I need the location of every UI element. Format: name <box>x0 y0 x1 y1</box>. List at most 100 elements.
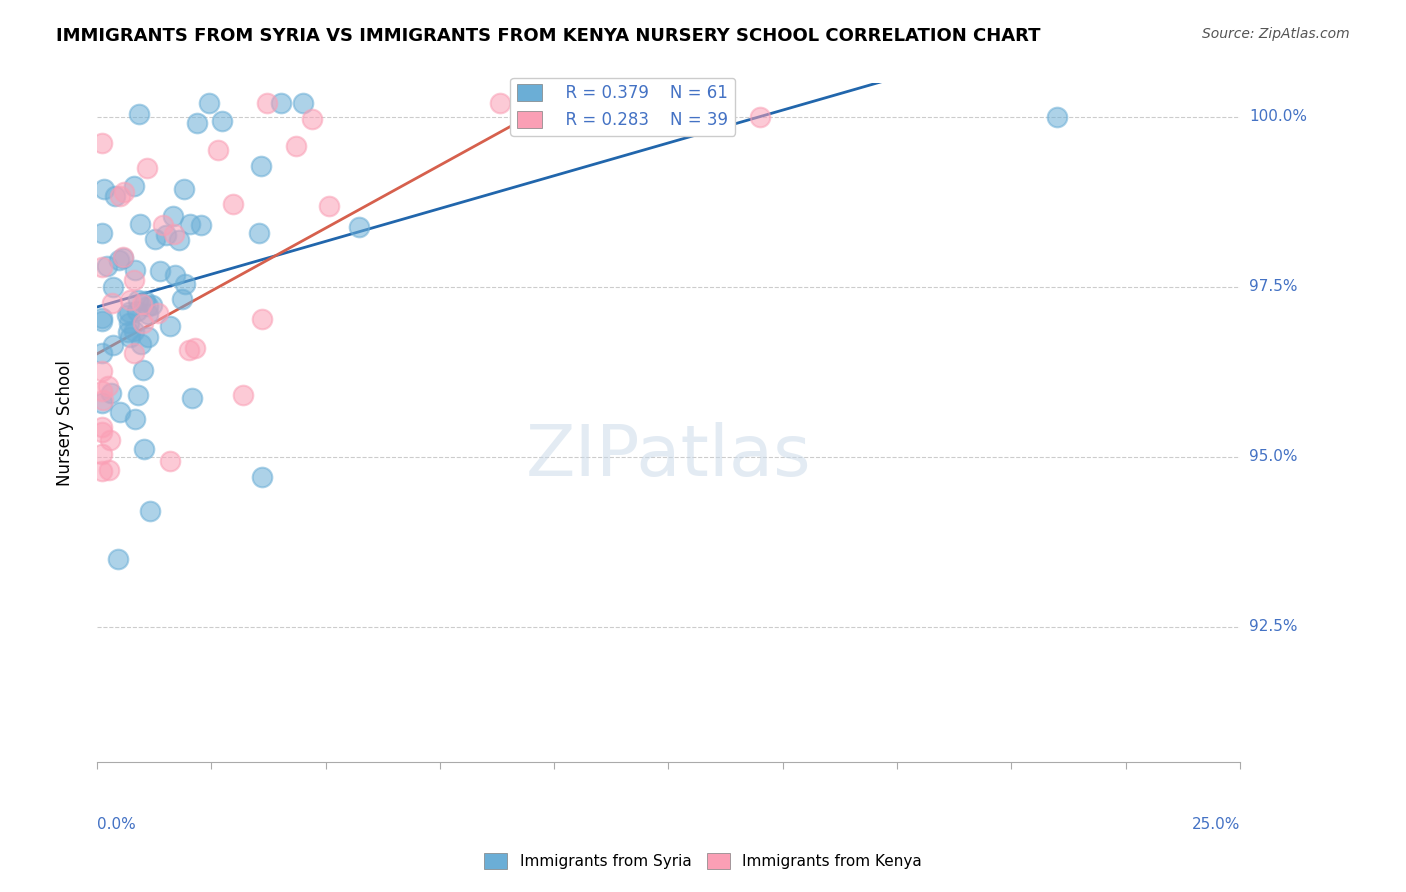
Point <box>132 363 155 377</box>
Point <box>124 263 146 277</box>
Point <box>291 96 314 111</box>
Point <box>284 139 307 153</box>
Point <box>179 217 201 231</box>
Point <box>127 388 149 402</box>
Point <box>101 296 124 310</box>
Point <box>489 96 512 111</box>
Point <box>136 161 159 176</box>
Point <box>90 260 112 275</box>
Point <box>91 393 114 408</box>
Point <box>112 185 135 199</box>
Point <box>108 253 131 268</box>
Point <box>101 280 124 294</box>
Point <box>107 551 129 566</box>
Point <box>152 218 174 232</box>
Point <box>90 136 112 151</box>
Text: 97.5%: 97.5% <box>1249 279 1298 294</box>
Point <box>148 306 170 320</box>
Point <box>103 337 125 351</box>
Point <box>163 227 186 241</box>
Point <box>100 386 122 401</box>
Point <box>90 396 112 410</box>
Point <box>90 447 112 461</box>
Y-axis label: Nursery School: Nursery School <box>56 359 75 485</box>
Point <box>222 197 245 211</box>
Point <box>112 250 135 264</box>
Point <box>90 363 112 377</box>
Point <box>122 179 145 194</box>
Point <box>134 294 156 309</box>
Point <box>115 308 138 322</box>
Point <box>90 420 112 434</box>
Text: Source: ZipAtlas.com: Source: ZipAtlas.com <box>1202 27 1350 41</box>
Point <box>110 404 132 418</box>
Point <box>149 264 172 278</box>
Point <box>211 114 233 128</box>
Point <box>190 218 212 232</box>
Point <box>122 324 145 338</box>
Point <box>108 189 131 203</box>
Legend: Immigrants from Syria, Immigrants from Kenya: Immigrants from Syria, Immigrants from K… <box>478 847 928 875</box>
Point <box>90 464 112 478</box>
Point <box>90 384 112 398</box>
Point <box>250 470 273 484</box>
Point <box>256 96 278 111</box>
Point <box>91 314 114 328</box>
Point <box>162 209 184 223</box>
Point <box>159 454 181 468</box>
Point <box>91 425 114 439</box>
Point <box>122 273 145 287</box>
Point <box>122 346 145 360</box>
Point <box>207 143 229 157</box>
Point <box>96 259 118 273</box>
Point <box>250 159 273 173</box>
Point <box>141 298 163 312</box>
Text: 0.0%: 0.0% <box>97 817 136 832</box>
Point <box>127 293 149 307</box>
Legend:   R = 0.379    N = 61,   R = 0.283    N = 39: R = 0.379 N = 61, R = 0.283 N = 39 <box>510 78 735 136</box>
Point <box>111 251 134 265</box>
Point <box>173 181 195 195</box>
Point <box>186 116 208 130</box>
Point <box>118 316 141 330</box>
Text: 100.0%: 100.0% <box>1249 110 1308 124</box>
Point <box>112 823 135 838</box>
Text: ZIPatlas: ZIPatlas <box>526 422 811 491</box>
Point <box>120 293 142 307</box>
Point <box>90 310 112 325</box>
Point <box>104 189 127 203</box>
Point <box>170 292 193 306</box>
Point <box>131 337 153 351</box>
Point <box>90 346 112 360</box>
Point <box>249 227 271 241</box>
Point <box>118 330 141 344</box>
Point <box>91 226 114 240</box>
Text: IMMIGRANTS FROM SYRIA VS IMMIGRANTS FROM KENYA NURSERY SCHOOL CORRELATION CHART: IMMIGRANTS FROM SYRIA VS IMMIGRANTS FROM… <box>56 27 1040 45</box>
Text: 95.0%: 95.0% <box>1249 450 1298 464</box>
Point <box>232 387 254 401</box>
Point <box>97 463 120 477</box>
Point <box>131 297 153 311</box>
Point <box>184 341 207 355</box>
Point <box>252 312 274 326</box>
Point <box>177 343 200 358</box>
Text: 25.0%: 25.0% <box>1191 817 1240 832</box>
Point <box>174 277 197 291</box>
Point <box>1046 110 1069 124</box>
Point <box>139 504 162 518</box>
Point <box>167 233 190 247</box>
Point <box>163 268 186 283</box>
Point <box>748 110 770 124</box>
Point <box>98 433 121 447</box>
Point <box>347 219 370 234</box>
Point <box>117 325 139 339</box>
Point <box>301 112 323 126</box>
Point <box>93 181 115 195</box>
Text: 92.5%: 92.5% <box>1249 619 1298 634</box>
Point <box>128 107 150 121</box>
Point <box>270 96 292 111</box>
Point <box>118 304 141 318</box>
Point <box>124 412 146 426</box>
Point <box>136 330 159 344</box>
Point <box>129 217 152 231</box>
